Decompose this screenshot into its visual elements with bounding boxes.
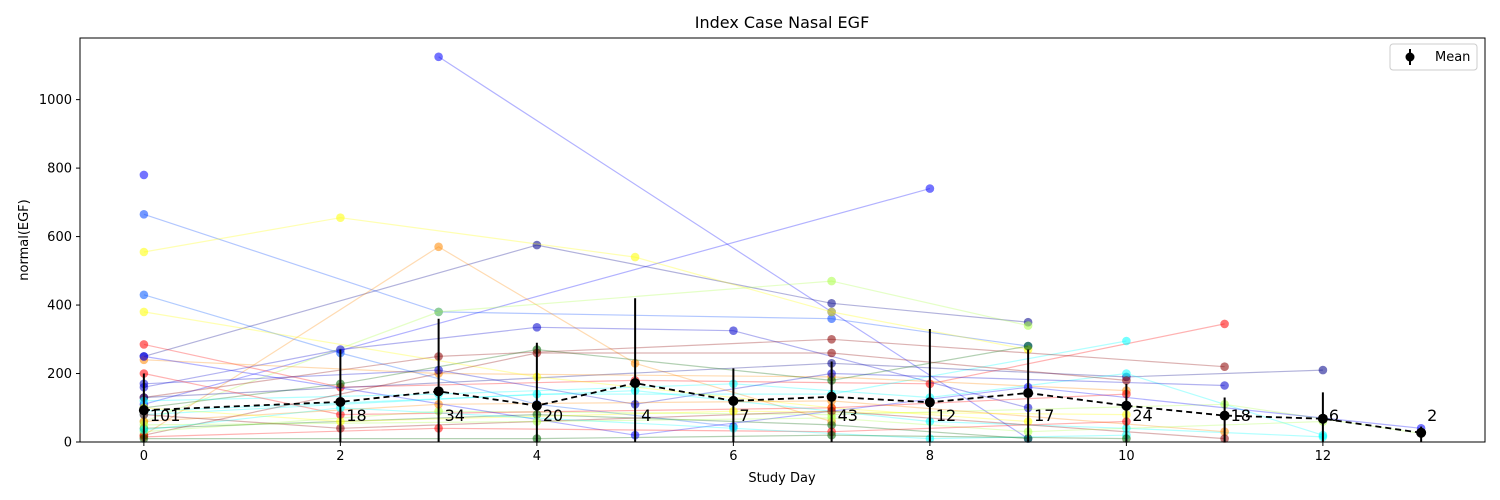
y-tick-label-2: 400 [47, 299, 72, 314]
subject-point-2-0 [139, 210, 149, 219]
mean-point-1 [335, 396, 346, 407]
subject-line-7 [143, 280, 1029, 423]
mean-point-9 [1121, 400, 1132, 411]
x-axis-label: Study Day [748, 471, 816, 486]
subject-point-9-3 [1122, 336, 1131, 346]
subject-point-10-3 [729, 326, 738, 336]
subject-point-7-1 [434, 307, 443, 317]
plot-frame [79, 37, 1486, 443]
subject-point-5-1 [336, 213, 345, 222]
subject-line-14 [143, 345, 1029, 409]
subject-line-4 [143, 244, 1029, 357]
subject-line-1 [143, 188, 931, 405]
subject-point-7-2 [827, 276, 836, 286]
subject-point-5-3 [827, 307, 836, 317]
y-tick-label-0: 0 [64, 436, 72, 451]
x-tick-label-1: 2 [336, 449, 344, 464]
subject-point-19-3 [1122, 376, 1131, 385]
mean-point-4 [630, 378, 641, 389]
count-label-5: 7 [739, 406, 749, 425]
legend-box [1389, 43, 1478, 71]
x-tick-label-3: 6 [729, 449, 737, 464]
chart-title: Index Case Nasal EGF [695, 13, 870, 32]
mean-point-7 [924, 397, 935, 408]
subject-series-17 [139, 170, 149, 180]
subject-point-17-0 [139, 170, 149, 180]
count-label-7: 12 [936, 406, 956, 425]
x-tick-label-2: 4 [533, 449, 541, 464]
subject-series-10 [139, 323, 1033, 413]
x-tick-label-5: 10 [1118, 449, 1135, 464]
subject-point-2-2 [827, 314, 836, 324]
mean-point-6 [826, 391, 837, 402]
subject-point-12-3 [1318, 365, 1328, 375]
subject-point-11-2 [827, 335, 836, 344]
subject-point-8-0 [139, 340, 149, 349]
mean-point-5 [728, 395, 739, 406]
count-label-1: 18 [346, 406, 366, 425]
y-tick-label-3: 600 [47, 230, 72, 245]
mean-point-10 [1219, 410, 1230, 421]
x-tick-label-6: 12 [1315, 449, 1332, 464]
subject-series-2 [139, 210, 1033, 351]
count-label-12: 2 [1427, 406, 1437, 425]
subject-point-0-0 [434, 52, 443, 62]
subject-line-26 [143, 410, 1225, 440]
mean-point-12 [1416, 427, 1427, 438]
subject-point-7-3 [1023, 321, 1033, 330]
subject-point-19-2 [827, 348, 836, 358]
subject-point-6-1 [434, 242, 443, 252]
subject-point-16-0 [139, 307, 149, 317]
mean-point-8 [1023, 388, 1034, 399]
mean-point-2 [433, 386, 444, 397]
mean-series-layer: 101 18 34 20 4 7 43 12 17 24 18 6 2 [138, 298, 1437, 442]
count-label-9: 24 [1132, 406, 1152, 425]
subject-series-layer [139, 52, 1426, 443]
count-label-8: 17 [1034, 406, 1054, 425]
subject-point-15-4 [1122, 369, 1131, 378]
mean-point-11 [1317, 413, 1328, 424]
subject-point-25-0 [139, 352, 149, 361]
y-tick-label-5: 1000 [39, 93, 72, 108]
mean-point-3 [531, 400, 542, 411]
subject-point-5-0 [139, 247, 149, 257]
legend-mean-marker [1405, 52, 1415, 62]
subject-point-1-1 [925, 184, 935, 193]
subject-point-3-0 [139, 290, 149, 300]
subject-point-18-4 [1220, 381, 1229, 390]
count-label-11: 6 [1329, 406, 1339, 425]
y-tick-label-1: 200 [47, 367, 72, 382]
legend-label-mean: Mean [1435, 50, 1470, 65]
subject-line-5 [143, 217, 1029, 351]
subject-line-2 [143, 213, 1029, 347]
count-label-6: 43 [838, 406, 858, 425]
count-label-2: 34 [445, 406, 465, 425]
subject-point-8-4 [1220, 319, 1229, 329]
mean-point-0 [138, 405, 149, 416]
subject-point-14-4 [1023, 341, 1033, 351]
y-axis-label: normal(EGF) [17, 199, 32, 280]
subject-point-10-2 [532, 323, 542, 332]
count-label-0: 101 [150, 406, 181, 425]
subject-point-11-3 [1220, 362, 1229, 372]
count-label-10: 18 [1231, 406, 1251, 425]
legend: Mean [1389, 43, 1478, 71]
subject-line-11 [143, 338, 1225, 399]
subject-point-5-2 [630, 252, 640, 262]
subject-point-4-1 [532, 240, 542, 250]
count-label-3: 20 [543, 406, 563, 425]
subject-line-12 [143, 362, 1323, 399]
count-label-4: 4 [641, 406, 651, 425]
y-tick-label-4: 800 [47, 162, 72, 177]
x-tick-label-4: 8 [926, 449, 934, 464]
x-tick-label-0: 0 [140, 449, 148, 464]
subject-point-21-0 [139, 369, 149, 378]
subject-line-21 [143, 372, 1127, 416]
subject-point-4-2 [827, 299, 836, 308]
